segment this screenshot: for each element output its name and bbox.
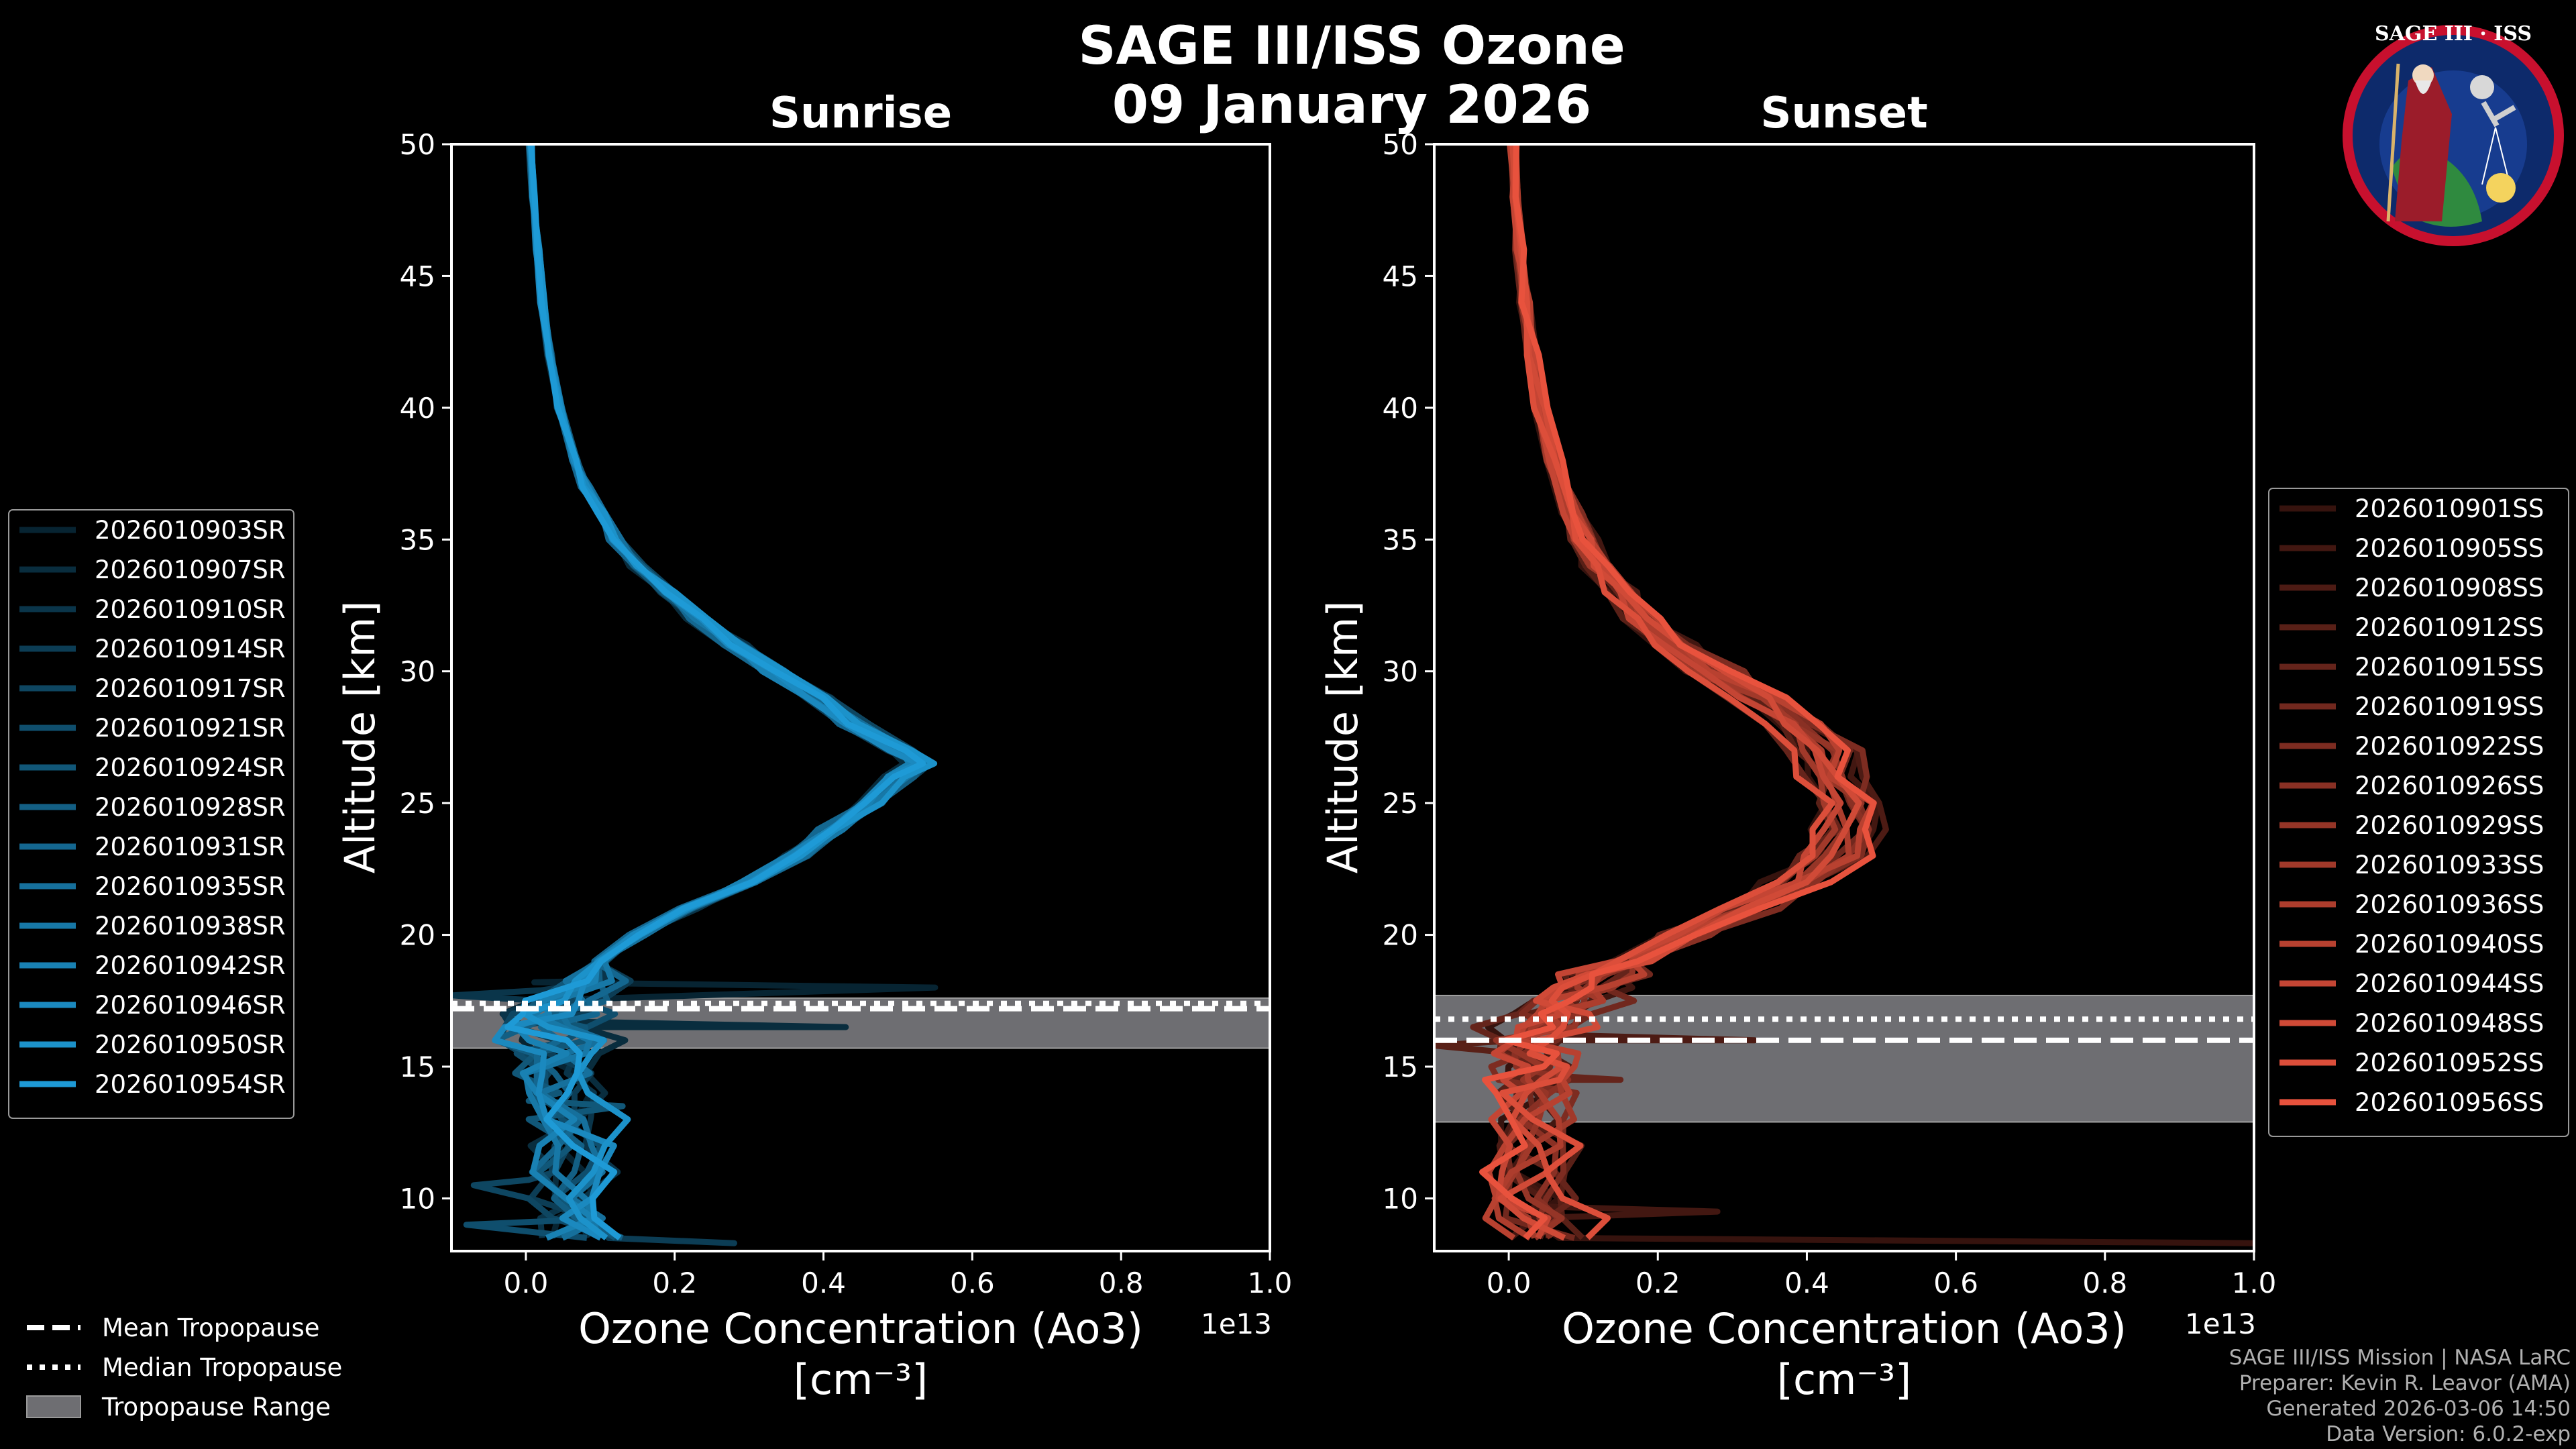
legend-frame bbox=[8, 509, 294, 1119]
x-tick-label: 0.2 bbox=[652, 1267, 697, 1299]
x-scale-label: 1e13 bbox=[1201, 1307, 1272, 1340]
x-tick-label: 0.0 bbox=[1487, 1267, 1532, 1299]
profile-lines bbox=[451, 144, 938, 1246]
axes-frame bbox=[1433, 143, 2255, 1252]
sunrise-panel: Sunrise 0.0 0.2 0.4 0.6 0.8 1.0 10 15 20 25 30 35 40 4… bbox=[335, 89, 1292, 1404]
legend-label: 2026010903SR bbox=[95, 516, 286, 545]
x-tick-label: 1.0 bbox=[1248, 1267, 1293, 1299]
y-tick-label: 40 bbox=[400, 392, 435, 425]
y-tick-label: 50 bbox=[400, 128, 435, 161]
legend-label: 2026010935SR bbox=[95, 872, 286, 901]
tropopause-range-legend-label: Tropopause Range bbox=[101, 1393, 331, 1421]
legend-label: 2026010914SR bbox=[95, 635, 286, 663]
profile-2026010956SS bbox=[1479, 144, 1877, 1240]
x-tick-label: 0.8 bbox=[2082, 1267, 2127, 1299]
median-tropopause-legend-label: Median Tropopause bbox=[102, 1353, 342, 1382]
y-tick-label: 10 bbox=[1383, 1182, 1418, 1215]
y-axis-label: Altitude [km] bbox=[1318, 601, 1367, 874]
x-tick-label: 1.0 bbox=[2232, 1267, 2277, 1299]
sunrise-legend: 2026010903SR 2026010907SR 2026010910SR 2026… bbox=[8, 509, 294, 1119]
x-axis-label: Ozone Concentration (Ao3) bbox=[578, 1304, 1143, 1353]
legend-label: 2026010929SS bbox=[2355, 811, 2544, 840]
sunset-legend: 2026010901SS 2026010905SS 2026010908SS 2026… bbox=[2268, 488, 2569, 1137]
x-tick-label: 0.6 bbox=[1933, 1267, 1978, 1299]
legend-label: 2026010924SR bbox=[95, 753, 286, 782]
sunset-panel: Sunset 0.0 0.2 0.4 0.6 0.8 1.0 10 15 20 25 30 35 40 45… bbox=[1318, 89, 2276, 1404]
profile-2026010944SS bbox=[1488, 144, 1844, 1240]
legend-label: 2026010926SS bbox=[2355, 771, 2544, 800]
legend-frame bbox=[2268, 488, 2569, 1137]
legend-label: 2026010956SS bbox=[2355, 1088, 2544, 1117]
legend-label: 2026010912SS bbox=[2355, 613, 2544, 642]
legend-label: 2026010901SS bbox=[2355, 494, 2544, 523]
axes-frame bbox=[450, 143, 1271, 1252]
legend-label: 2026010942SR bbox=[95, 951, 286, 980]
x-tick-label: 0.4 bbox=[1784, 1267, 1829, 1299]
y-tick-label: 35 bbox=[400, 523, 435, 556]
legend-label: 2026010936SS bbox=[2355, 890, 2544, 919]
legend-label: 2026010948SS bbox=[2355, 1009, 2544, 1038]
y-tick-label: 10 bbox=[400, 1182, 435, 1215]
x-axis-units: [cm⁻³] bbox=[794, 1355, 928, 1404]
mean-tropopause-legend-label: Mean Tropopause bbox=[102, 1313, 320, 1342]
y-tick-label: 25 bbox=[400, 787, 435, 820]
x-scale-label: 1e13 bbox=[2185, 1307, 2256, 1340]
credit-generated: Generated 2026-03-06 14:50 bbox=[2266, 1397, 2571, 1421]
x-tick-label: 0.0 bbox=[504, 1267, 549, 1299]
legend-label: 2026010905SS bbox=[2355, 534, 2544, 563]
legend-label: 2026010954SR bbox=[95, 1070, 286, 1099]
legend-label: 2026010938SR bbox=[95, 912, 286, 941]
x-tick-label: 0.8 bbox=[1099, 1267, 1144, 1299]
x-tick-label: 0.4 bbox=[801, 1267, 846, 1299]
legend-label: 2026010950SR bbox=[95, 1030, 286, 1059]
profile-lines bbox=[1434, 144, 2254, 1246]
y-tick-label: 45 bbox=[1383, 260, 1418, 292]
legend-label: 2026010952SS bbox=[2355, 1049, 2544, 1077]
y-tick-label: 45 bbox=[400, 260, 435, 292]
panel-title: Sunrise bbox=[769, 89, 952, 138]
legend-label: 2026010933SS bbox=[2355, 851, 2544, 879]
legend-label: 2026010922SS bbox=[2355, 732, 2544, 761]
x-tick-label: 0.2 bbox=[1635, 1267, 1680, 1299]
legend-label: 2026010915SS bbox=[2355, 653, 2544, 682]
y-tick-label: 30 bbox=[1383, 655, 1418, 688]
credit-data-version: Data Version: 6.0.2-exp bbox=[2326, 1422, 2571, 1446]
credit-mission: SAGE III/ISS Mission | NASA LaRC bbox=[2229, 1346, 2571, 1370]
y-tick-label: 15 bbox=[400, 1051, 435, 1083]
credits-block: SAGE III/ISS Mission | NASA LaRC Prepare… bbox=[2229, 1346, 2571, 1446]
y-tick-label: 20 bbox=[400, 919, 435, 952]
x-tick-label: 0.6 bbox=[950, 1267, 995, 1299]
legend-label: 2026010946SR bbox=[95, 991, 286, 1020]
legend-label: 2026010908SS bbox=[2355, 574, 2544, 602]
y-tick-label: 15 bbox=[1383, 1051, 1418, 1083]
profile-2026010954SR bbox=[504, 144, 926, 1240]
y-axis-label: Altitude [km] bbox=[335, 601, 384, 874]
legend-label: 2026010919SS bbox=[2355, 692, 2544, 721]
tropopause-legend: Mean Tropopause Median Tropopause Tropop… bbox=[26, 1313, 342, 1421]
figure-title-line1: SAGE III/ISS Ozone bbox=[1078, 16, 1625, 76]
x-axis-label: Ozone Concentration (Ao3) bbox=[1562, 1304, 2127, 1353]
y-tick-label: 25 bbox=[1383, 787, 1418, 820]
legend-label: 2026010944SS bbox=[2355, 969, 2544, 998]
legend-label: 2026010921SR bbox=[95, 714, 286, 743]
credit-preparer: Preparer: Kevin R. Leavor (AMA) bbox=[2239, 1371, 2571, 1395]
legend-label: 2026010928SR bbox=[95, 793, 286, 822]
legend-label: 2026010917SR bbox=[95, 674, 286, 703]
logo-text: SAGE III · ISS bbox=[2375, 22, 2532, 46]
tropopause-range-legend-swatch bbox=[26, 1395, 81, 1418]
figure-title-line2: 09 January 2026 bbox=[1112, 75, 1592, 136]
legend-label: 2026010940SS bbox=[2355, 930, 2544, 959]
legend-label: 2026010907SR bbox=[95, 555, 286, 584]
x-axis-units: [cm⁻³] bbox=[1777, 1355, 1911, 1404]
y-tick-label: 40 bbox=[1383, 392, 1418, 425]
legend-label: 2026010910SR bbox=[95, 595, 286, 624]
y-tick-label: 20 bbox=[1383, 919, 1418, 952]
sage-iii-iss-logo: SAGE III · ISS bbox=[2343, 22, 2564, 246]
panel-title: Sunset bbox=[1760, 89, 1927, 138]
y-tick-label: 50 bbox=[1383, 128, 1418, 161]
y-tick-label: 35 bbox=[1383, 523, 1418, 556]
legend-label: 2026010931SR bbox=[95, 833, 286, 861]
y-tick-label: 30 bbox=[400, 655, 435, 688]
